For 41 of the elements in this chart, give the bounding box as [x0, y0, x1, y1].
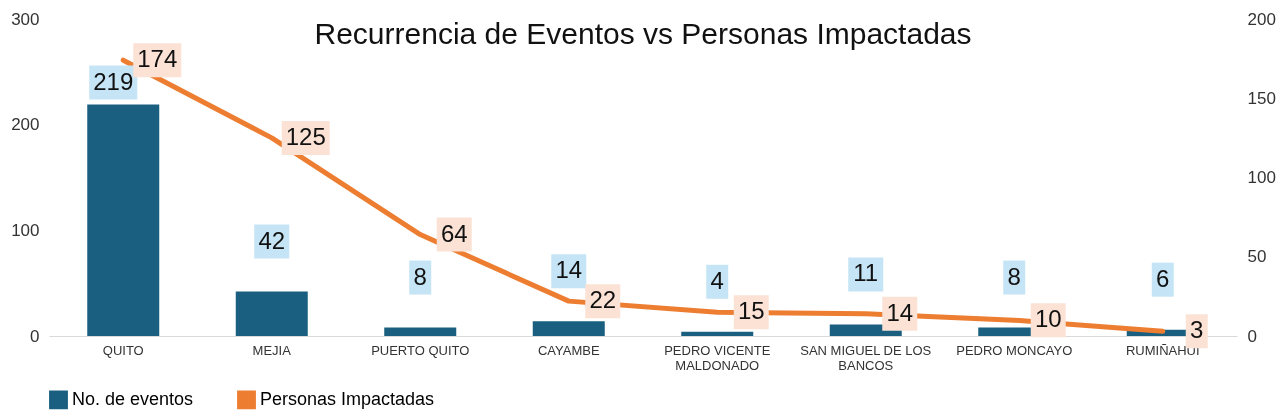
data-label: 219 — [93, 67, 134, 95]
y2-tick-label: 100 — [1247, 168, 1276, 187]
data-label: 8 — [413, 262, 427, 290]
y2-tick-label: 200 — [1247, 9, 1276, 29]
legend-label: Personas Impactadas — [260, 388, 435, 409]
data-label: 10 — [1034, 305, 1062, 333]
data-label: 125 — [285, 122, 326, 150]
y-tick-label: 300 — [11, 9, 40, 29]
x-tick-label: RUMIÑAHUI — [1125, 342, 1200, 358]
data-label: 11 — [853, 259, 879, 287]
x-tick-label: PUERTO QUITO — [371, 342, 470, 358]
y-tick-label: 0 — [30, 326, 40, 346]
x-tick-label: PEDRO VICENTE MALDONADO — [664, 342, 771, 373]
bar — [384, 327, 457, 336]
y2-tick-label: 0 — [1247, 326, 1257, 346]
data-label: 6 — [1156, 264, 1170, 292]
y-tick-label: 100 — [11, 220, 40, 240]
x-tick-label: MEJIA — [252, 342, 292, 358]
legend-label: No. de eventos — [72, 388, 194, 409]
x-tick-label: PEDRO MONCAYO — [956, 342, 1073, 358]
data-label: 8 — [1007, 262, 1021, 290]
x-tick-label: CAYAMBE — [537, 342, 600, 358]
data-label: 15 — [737, 297, 765, 325]
data-label: 3 — [1190, 316, 1204, 344]
bar — [681, 331, 754, 336]
y2-tick-label: 150 — [1247, 88, 1276, 108]
data-label: 174 — [137, 45, 178, 73]
bar — [87, 104, 160, 336]
data-label: 4 — [710, 266, 724, 294]
x-tick-label: QUITO — [102, 342, 144, 358]
y-tick-label: 200 — [11, 115, 40, 135]
data-label: 14 — [886, 298, 914, 326]
bar — [235, 291, 308, 336]
y2-tick-label: 50 — [1247, 247, 1267, 267]
data-label: 22 — [589, 286, 617, 314]
data-label: 42 — [258, 226, 286, 254]
chart-title: Recurrencia de Eventos vs Personas Impactadas — [314, 17, 972, 50]
bar — [532, 321, 605, 336]
data-label: 14 — [555, 256, 583, 284]
x-tick-label: SAN MIGUEL DE LOS BANCOS — [800, 342, 932, 373]
data-label: 64 — [440, 219, 468, 247]
